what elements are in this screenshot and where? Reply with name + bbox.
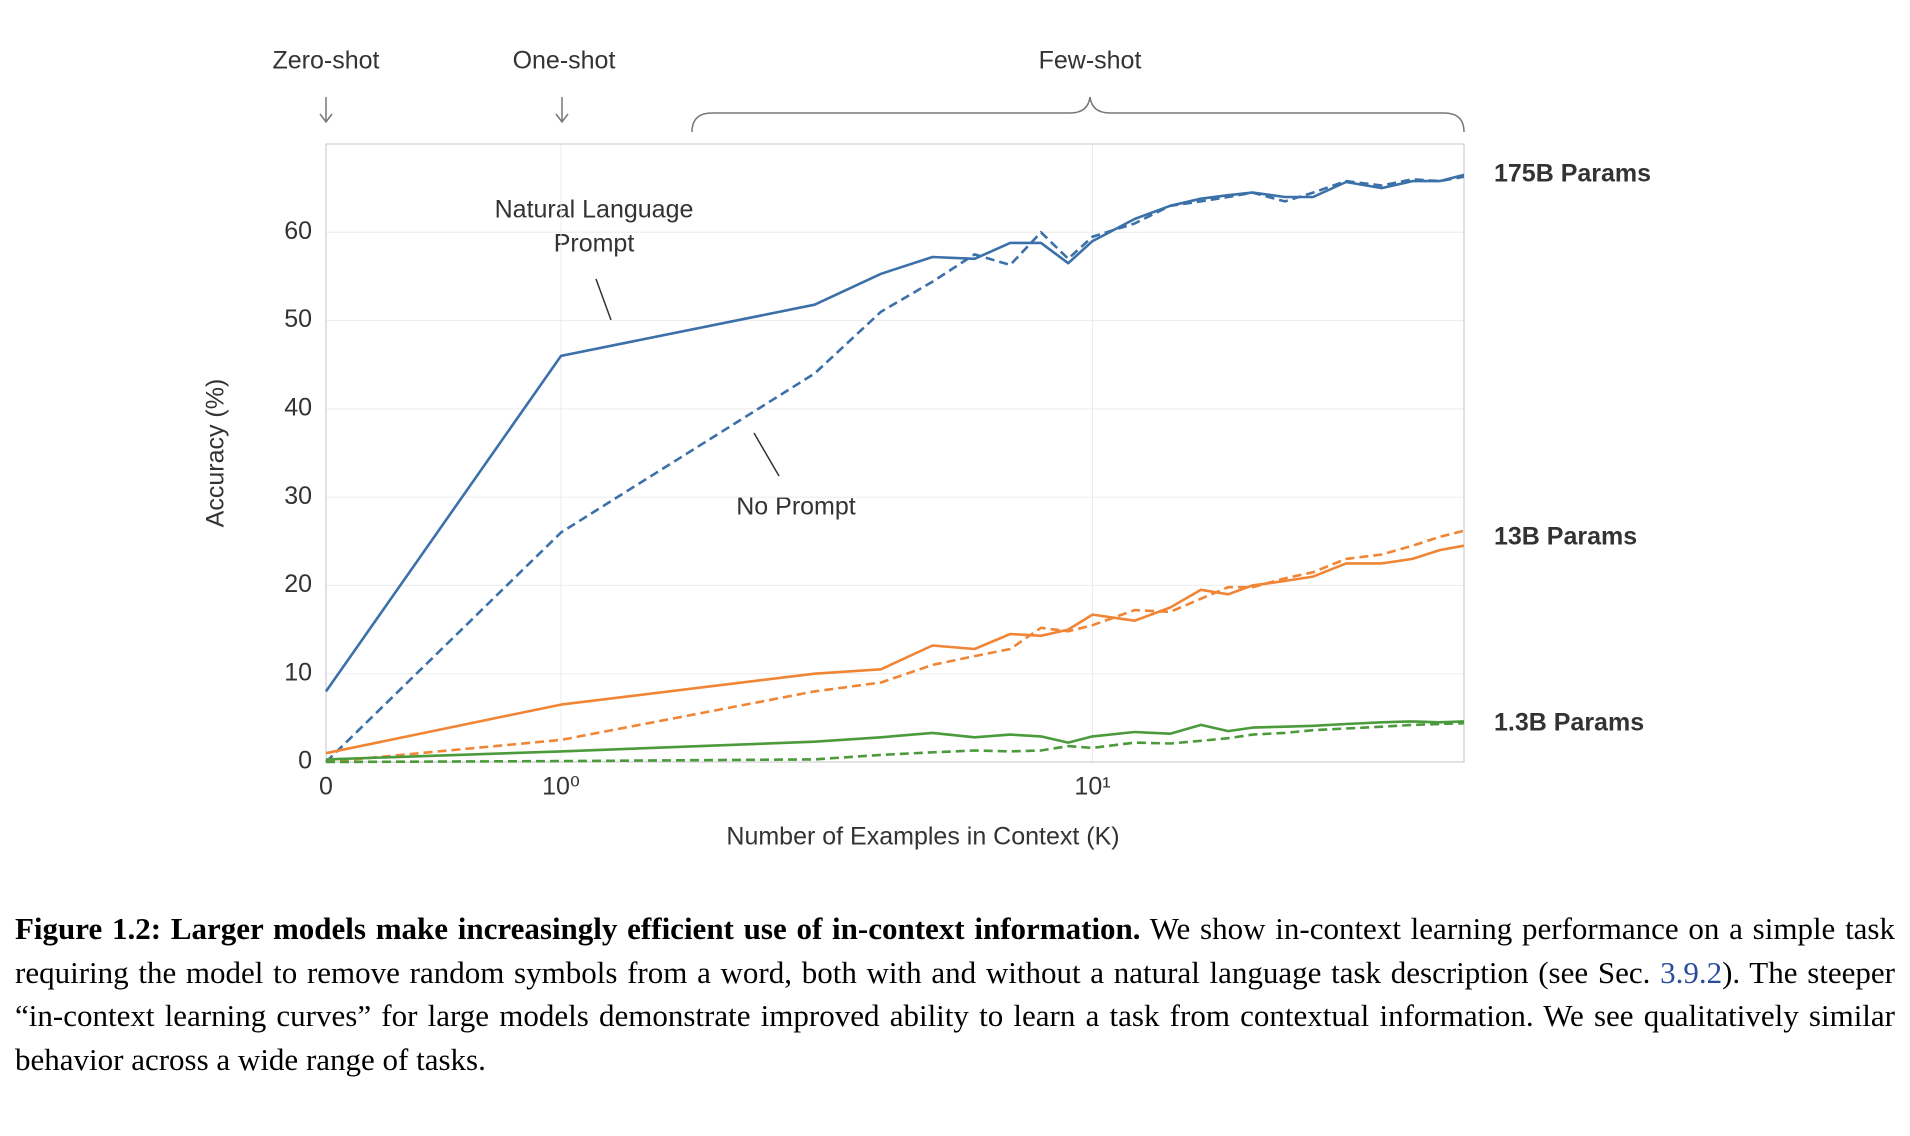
annotation: One-shot — [513, 47, 616, 75]
x-tick-label: 10⁰ — [542, 773, 580, 801]
caption-bold: Figure 1.2: Larger models make increasin… — [15, 911, 1141, 946]
caption-text: ). The steeper “in-context learning curv… — [15, 954, 1895, 1077]
annotation: Prompt — [554, 230, 635, 258]
y-tick-label: 20 — [284, 570, 312, 598]
caption: Figure 1.2: Larger models make increasin… — [15, 907, 1895, 1081]
y-tick-label: 10 — [284, 658, 312, 686]
series-line — [325, 529, 1465, 764]
series-line — [325, 544, 1465, 755]
y-tick-label: 50 — [284, 305, 312, 333]
pointer — [753, 432, 780, 477]
y-axis-label: Accuracy (%) — [202, 379, 230, 528]
arrow — [319, 97, 333, 124]
plot-frame — [325, 143, 1465, 763]
series-label: 13B Params — [1494, 523, 1637, 551]
series-line — [325, 720, 1465, 761]
annotation: Natural Language — [495, 196, 694, 224]
y-tick-label: 40 — [284, 393, 312, 421]
pointer — [595, 278, 612, 321]
x-axis-label: Number of Examples in Context (K) — [726, 823, 1119, 851]
x-tick-label: 10¹ — [1074, 773, 1110, 801]
series-line — [325, 721, 1465, 764]
chart: Zero-shot One-shot Few-shot Natural Lang… — [202, 47, 1651, 851]
series-label: 1.3B Params — [1494, 709, 1644, 737]
y-tick-label: 60 — [284, 217, 312, 245]
arrow — [555, 97, 569, 124]
annotation: Zero-shot — [273, 47, 380, 75]
arrows — [319, 96, 1465, 477]
y-tick-label: 30 — [284, 482, 312, 510]
caption-text: We show in-context learning performance … — [15, 911, 1896, 990]
y-tick-label: 0 — [298, 747, 312, 775]
x-tick-label: 0 — [319, 773, 333, 801]
series-line — [325, 175, 1465, 763]
caption-link[interactable]: 3.9.2 — [1660, 954, 1723, 990]
series-label: 175B Params — [1494, 160, 1651, 188]
brace — [691, 96, 1465, 133]
series-line — [324, 173, 1465, 693]
annotation: Few-shot — [1039, 47, 1142, 75]
